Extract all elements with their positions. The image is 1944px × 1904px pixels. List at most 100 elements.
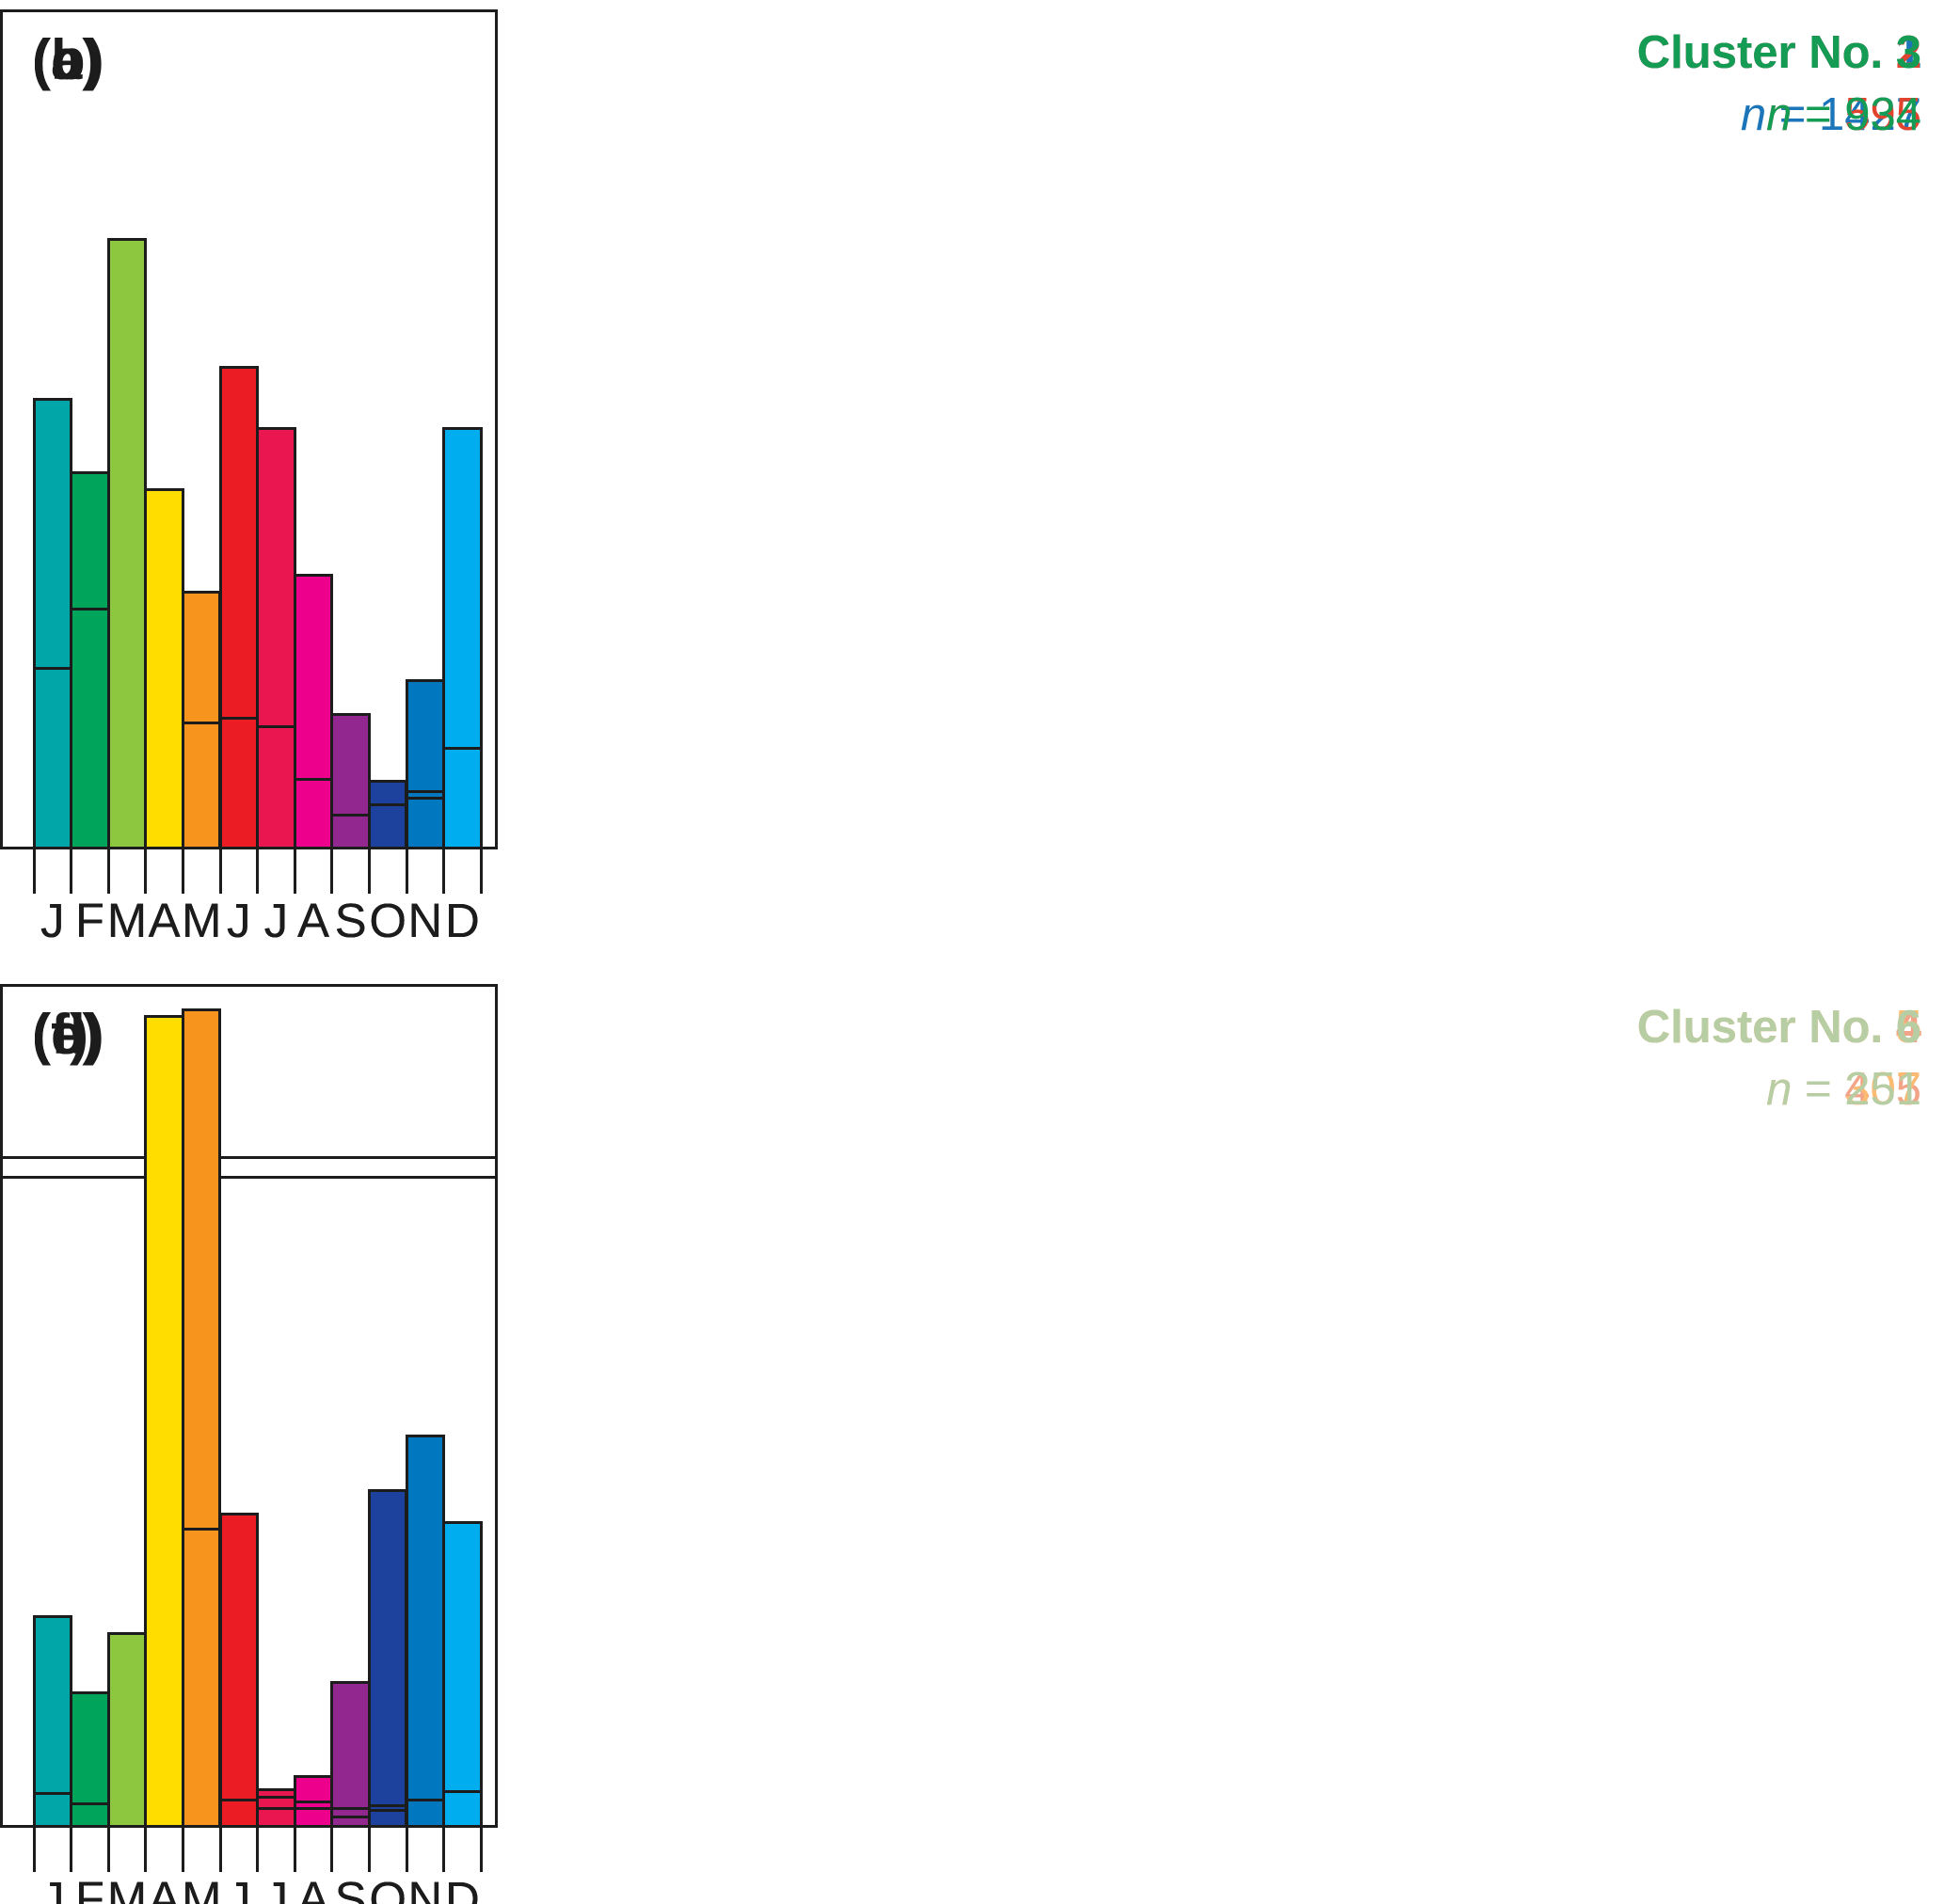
bar-month-11 [405,1435,446,1828]
x-axis-tick [367,849,371,894]
bar-month-11 [405,1798,446,1828]
month-label: M [181,894,222,947]
month-label: A [148,894,181,947]
month-label: A [296,894,330,947]
month-label: A [296,1872,330,1904]
cluster-title: Cluster No. 5 [1636,1002,1921,1053]
bar-month-5 [181,1527,222,1828]
x-axis-tick [32,849,36,894]
panel-letter: (a) [32,28,102,91]
cluster-title: Cluster No. 6 [1636,1002,1921,1053]
month-label: M [106,894,148,947]
bar-month-8 [293,778,334,849]
month-label: A [296,1872,330,1904]
panel-letter: (e) [32,1003,102,1066]
bar-month-8 [293,1806,334,1828]
cluster-n-label: n = 934 [1766,89,1921,140]
panel-letter: (d) [32,1003,104,1066]
month-label: M [181,894,222,947]
month-label: S [334,1872,367,1904]
month-label: A [296,894,330,947]
x-axis-tick [293,849,296,894]
month-label: M [181,894,222,947]
month-label: S [334,1872,367,1904]
x-axis-tick [256,849,260,894]
month-label: M [106,894,148,947]
month-label: A [148,894,181,947]
bar-month-4 [144,487,184,849]
month-label: M [106,1872,148,1904]
x-axis-tick [144,849,148,894]
plot-box-upper [0,984,498,1159]
month-label: F [74,1872,104,1904]
bar-month-12 [442,1520,483,1828]
bar-month-6 [218,1512,260,1828]
month-label: D [444,894,480,947]
month-label: M [181,1872,222,1904]
cluster-n-label: n = 595 [1766,89,1921,140]
month-label: M [181,1872,222,1904]
panel-letter: (c) [32,28,102,91]
x-axis-tick [106,849,110,894]
bar-month-10 [367,1808,408,1828]
month-label: F [74,894,104,947]
x-axis-tick [330,1828,334,1872]
month-label: J [40,894,65,947]
month-label: O [369,894,407,947]
month-label: D [444,1872,480,1904]
month-label: N [407,1872,443,1904]
month-label: M [106,1872,148,1904]
bar-month-5 [181,721,222,849]
month-label: J [40,1872,65,1904]
month-label: J [40,1872,65,1904]
month-label: J [227,894,251,947]
month-label: J [40,894,65,947]
x-axis-tick [405,1828,408,1872]
month-label: F [74,1872,104,1904]
month-label: J [263,1872,289,1904]
month-label: J [227,894,251,947]
month-label: O [369,1872,407,1904]
month-label: S [334,894,367,947]
cluster-title: Cluster No. 3 [1636,27,1921,78]
cluster-n-label: n = 405 [1766,1064,1921,1115]
month-label: S [334,894,367,947]
bar-month-12 [442,746,483,849]
x-axis-tick [106,1828,110,1872]
bar-month-6 [218,717,260,849]
cluster-title: Cluster No. 4 [1636,1002,1921,1053]
bar-month-3 [106,1632,148,1828]
month-label: J [227,1872,251,1904]
month-label: D [444,894,480,947]
month-label: S [334,1872,367,1904]
x-axis-tick [479,1828,483,1872]
panel-letter: (f) [32,1003,88,1066]
x-axis-tick [293,1828,296,1872]
month-label: F [74,894,104,947]
month-label: D [444,1872,480,1904]
bar-month-7 [256,725,296,849]
month-label: O [369,1872,407,1904]
bar-month-9 [330,1815,371,1828]
month-label: O [369,894,407,947]
month-label: N [407,894,443,947]
x-axis-tick [32,1828,36,1872]
month-label: F [74,894,104,947]
cluster-n-label: n = 307 [1766,1064,1921,1115]
bar-month-2 [70,608,110,849]
bar-month-9 [330,1680,371,1828]
month-label: M [181,1872,222,1904]
month-label: A [296,894,330,947]
month-label: A [148,1872,181,1904]
bar-month-1 [32,1792,73,1828]
x-axis-tick [181,849,184,894]
month-label: J [263,1872,289,1904]
month-label: J [227,1872,251,1904]
month-label: J [227,1872,251,1904]
month-label: N [407,1872,443,1904]
month-label: J [263,894,289,947]
month-label: D [444,894,480,947]
x-axis-tick [367,1828,371,1872]
x-axis-tick [144,1828,148,1872]
month-label: A [296,1872,330,1904]
